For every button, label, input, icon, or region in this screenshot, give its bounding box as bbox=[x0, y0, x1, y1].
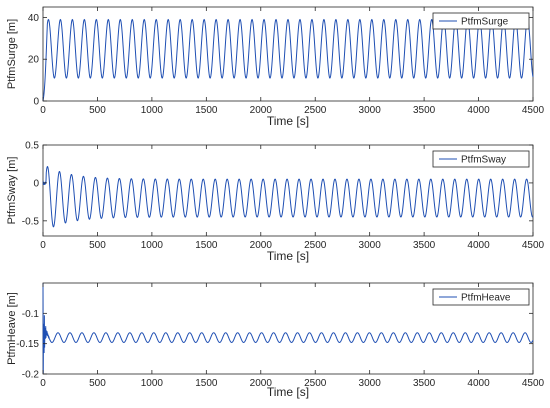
surge-legend: PtfmSurge bbox=[432, 12, 530, 30]
surge-x-tick-label: 3500 bbox=[413, 105, 436, 116]
heave-x-tick-label: 500 bbox=[89, 378, 106, 389]
surge-y-tick-label: 40 bbox=[28, 13, 40, 24]
sway-y-tick-label: 0.5 bbox=[25, 141, 39, 152]
sway-axes: 0 500 1000 1500 2000 2500 3000 3500 4000 4500 -0.5… bbox=[6, 141, 545, 264]
surge-x-tick-label: 2000 bbox=[250, 105, 273, 116]
sway-y-axis-label: PtfmSway [m] bbox=[6, 157, 18, 225]
surge-x-tick-label: 4500 bbox=[522, 105, 545, 116]
surge-y-tick-label: 20 bbox=[28, 55, 40, 66]
heave-x-tick-label: 0 bbox=[40, 378, 46, 389]
surge-axes: 0 500 1000 1500 2000 2500 3000 3500 4000 4500 0 20 4… bbox=[6, 6, 545, 128]
surge-x-tick-label: 500 bbox=[89, 105, 106, 116]
sway-x-tick-label: 2500 bbox=[304, 240, 327, 251]
surge-x-tick-label: 1000 bbox=[141, 105, 164, 116]
surge-legend-box bbox=[432, 12, 530, 30]
heave-x-tick-label: 4500 bbox=[522, 378, 545, 389]
surge-x-tick-label: 3000 bbox=[359, 105, 382, 116]
heave-x-axis-label: Time [s] bbox=[267, 385, 309, 399]
sway-x-tick-label: 4500 bbox=[522, 240, 545, 251]
sway-x-tick-label: 500 bbox=[89, 240, 106, 251]
heave-x-tick-label: 3500 bbox=[413, 378, 436, 389]
sway-legend-box bbox=[432, 150, 530, 168]
heave-y-axis-label: PtfmHeave [m] bbox=[6, 292, 18, 365]
surge-y-axis-label: PtfmSurge [m] bbox=[6, 19, 18, 89]
heave-axes: 0 500 1000 1500 2000 2500 3000 3500 4000 4500 -0.2… bbox=[6, 282, 545, 399]
sway-x-axis-label: Time [s] bbox=[267, 249, 309, 263]
sway-series-line bbox=[42, 166, 534, 228]
heave-x-tick-label: 1000 bbox=[141, 378, 164, 389]
heave-x-tick-label: 1500 bbox=[195, 378, 218, 389]
surge-x-tick-label: 1500 bbox=[195, 105, 218, 116]
sway-x-tick-label: 3500 bbox=[413, 240, 436, 251]
sway-legend-label: PtfmSway bbox=[461, 155, 506, 166]
surge-y-tick-label: 0 bbox=[33, 97, 39, 108]
heave-x-tick-label: 2000 bbox=[250, 378, 273, 389]
sway-legend: PtfmSway bbox=[432, 150, 530, 168]
sway-x-tick-label: 3000 bbox=[359, 240, 382, 251]
heave-x-tick-label: 2500 bbox=[304, 378, 327, 389]
surge-x-tick-label: 4000 bbox=[467, 105, 490, 116]
surge-legend-label: PtfmSurge bbox=[461, 17, 509, 28]
heave-legend-label: PtfmHeave bbox=[461, 293, 511, 304]
surge-series-line bbox=[42, 18, 534, 102]
surge-x-axis-label: Time [s] bbox=[267, 114, 309, 128]
heave-series-line bbox=[42, 282, 534, 374]
sway-x-tick-label: 1500 bbox=[195, 240, 218, 251]
sway-x-tick-label: 4000 bbox=[467, 240, 490, 251]
sway-y-tick-label: -0.5 bbox=[22, 216, 40, 227]
heave-legend-box bbox=[432, 288, 530, 306]
heave-y-tick-label: -0.15 bbox=[16, 339, 39, 350]
sway-y-tick-label: 0 bbox=[33, 178, 39, 189]
surge-x-tick-label: 2500 bbox=[304, 105, 327, 116]
heave-x-tick-label: 3000 bbox=[359, 378, 382, 389]
sway-x-tick-label: 2000 bbox=[250, 240, 273, 251]
surge-x-tick-label: 0 bbox=[40, 105, 46, 116]
heave-y-tick-label: -0.1 bbox=[22, 309, 40, 320]
heave-legend: PtfmHeave bbox=[432, 288, 530, 306]
sway-x-tick-label: 0 bbox=[40, 240, 46, 251]
heave-y-tick-label: -0.2 bbox=[22, 370, 40, 381]
sway-x-tick-label: 1000 bbox=[141, 240, 164, 251]
heave-x-tick-label: 4000 bbox=[467, 378, 490, 389]
